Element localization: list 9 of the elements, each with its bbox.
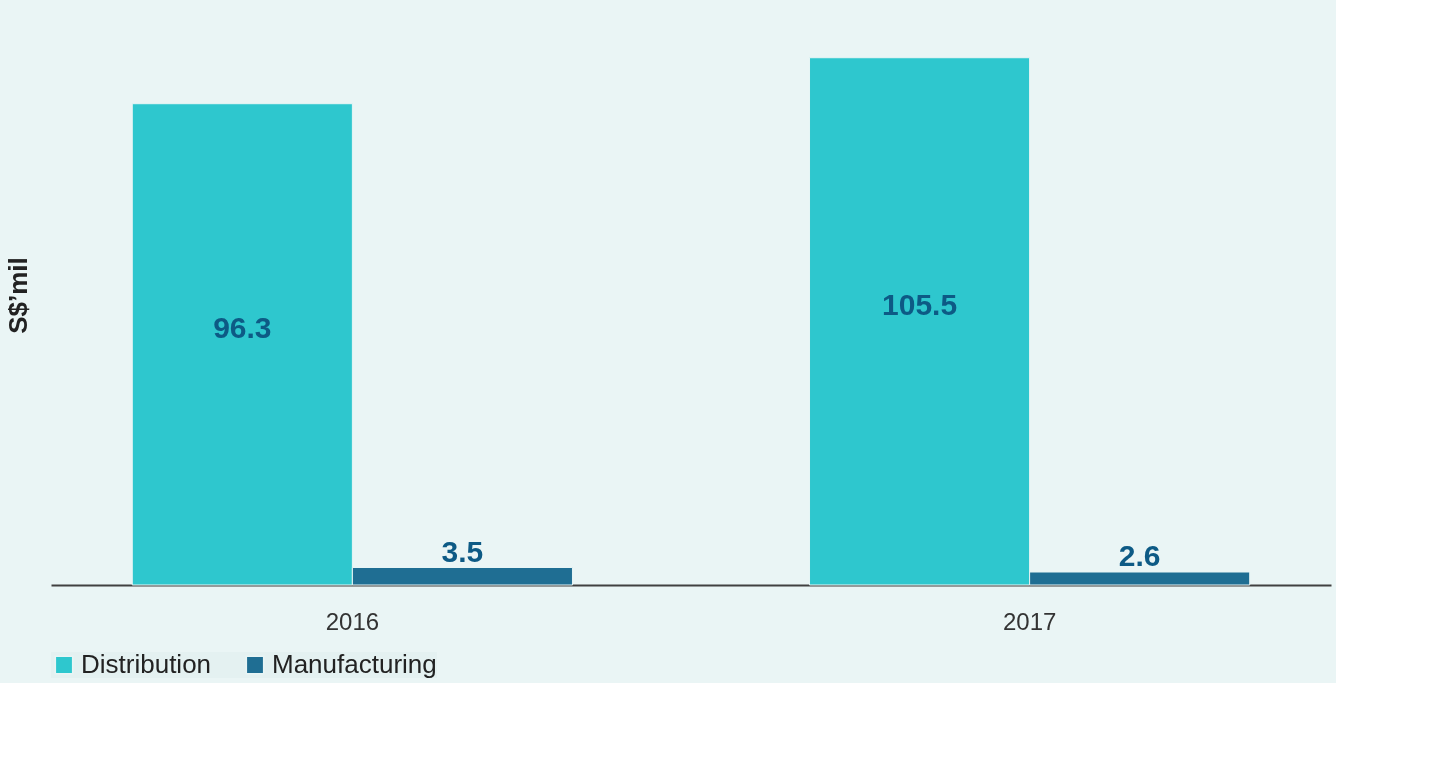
data-label: 2.6 bbox=[1118, 539, 1161, 573]
y-axis-title: S$’mil bbox=[2, 257, 33, 334]
data-label: 105.5 bbox=[882, 288, 958, 322]
x-tick-label: 2016 bbox=[325, 607, 380, 635]
legend-label: Manufacturing bbox=[272, 649, 437, 679]
data-label: 3.5 bbox=[441, 534, 484, 568]
data-label: 96.3 bbox=[213, 311, 272, 345]
legend-label: Distribution bbox=[81, 649, 212, 679]
x-tick-label: 2017 bbox=[1002, 607, 1057, 635]
